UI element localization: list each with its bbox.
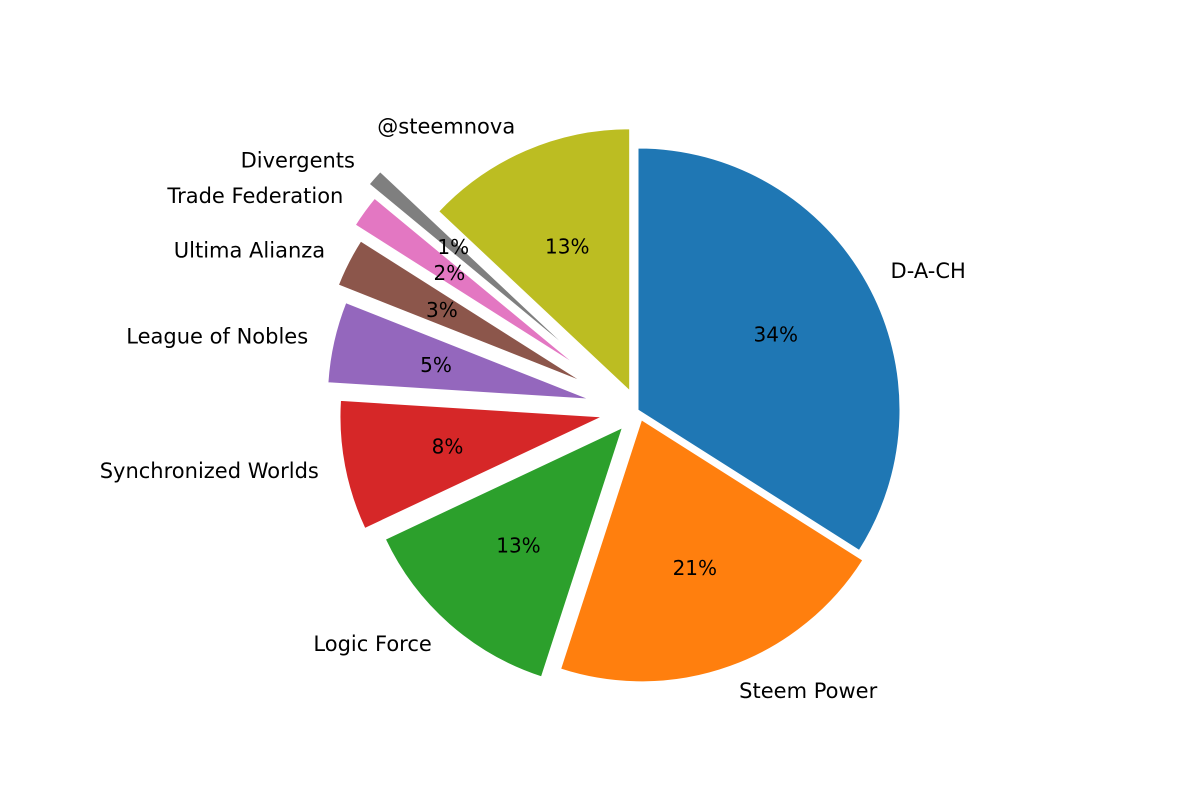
pie-category-label: Ultima Alianza: [174, 239, 325, 263]
pie-category-label: Synchronized Worlds: [100, 459, 319, 483]
pie-slice-d-a-ch: [637, 147, 901, 552]
pie-percent-label: 13%: [496, 534, 540, 558]
pie-slice-synchronized-worlds: [339, 399, 603, 530]
pie-slice-trade-federation: [354, 197, 577, 366]
pie-slice-steem-power: [559, 419, 864, 683]
labels-layer: 34% D-A-CH 21% Steem Power 13% Logic Force 8% S…: [100, 114, 966, 703]
pie-percent-label: 13%: [545, 234, 589, 258]
pie-slice-steemnova: [437, 128, 631, 392]
pie-percent-label: 21%: [673, 556, 717, 580]
pie-category-label: Trade Federation: [166, 184, 343, 208]
pie-percent-label: 34%: [754, 322, 798, 346]
slices-layer: [327, 128, 901, 683]
pie-percent-label: 3%: [426, 298, 458, 322]
pie-category-label: @steemnova: [377, 114, 515, 138]
pie-slice-league-of-nobles: [327, 302, 590, 400]
pie-slice-divergents: [368, 171, 572, 352]
pie-category-label: League of Nobles: [126, 324, 308, 348]
pie-category-label: D-A-CH: [891, 259, 966, 283]
pie-percent-label: 1%: [437, 235, 469, 259]
pie-percent-label: 8%: [432, 434, 464, 458]
pie-category-label: Steem Power: [739, 679, 877, 703]
pie-category-label: Divergents: [241, 149, 355, 173]
pie-slice-ultima-alianza: [337, 240, 583, 382]
pie-slice-logic-force: [384, 426, 624, 678]
pie-category-label: Logic Force: [313, 632, 431, 656]
pie-percent-label: 2%: [433, 261, 465, 285]
pie-percent-label: 5%: [420, 353, 452, 377]
